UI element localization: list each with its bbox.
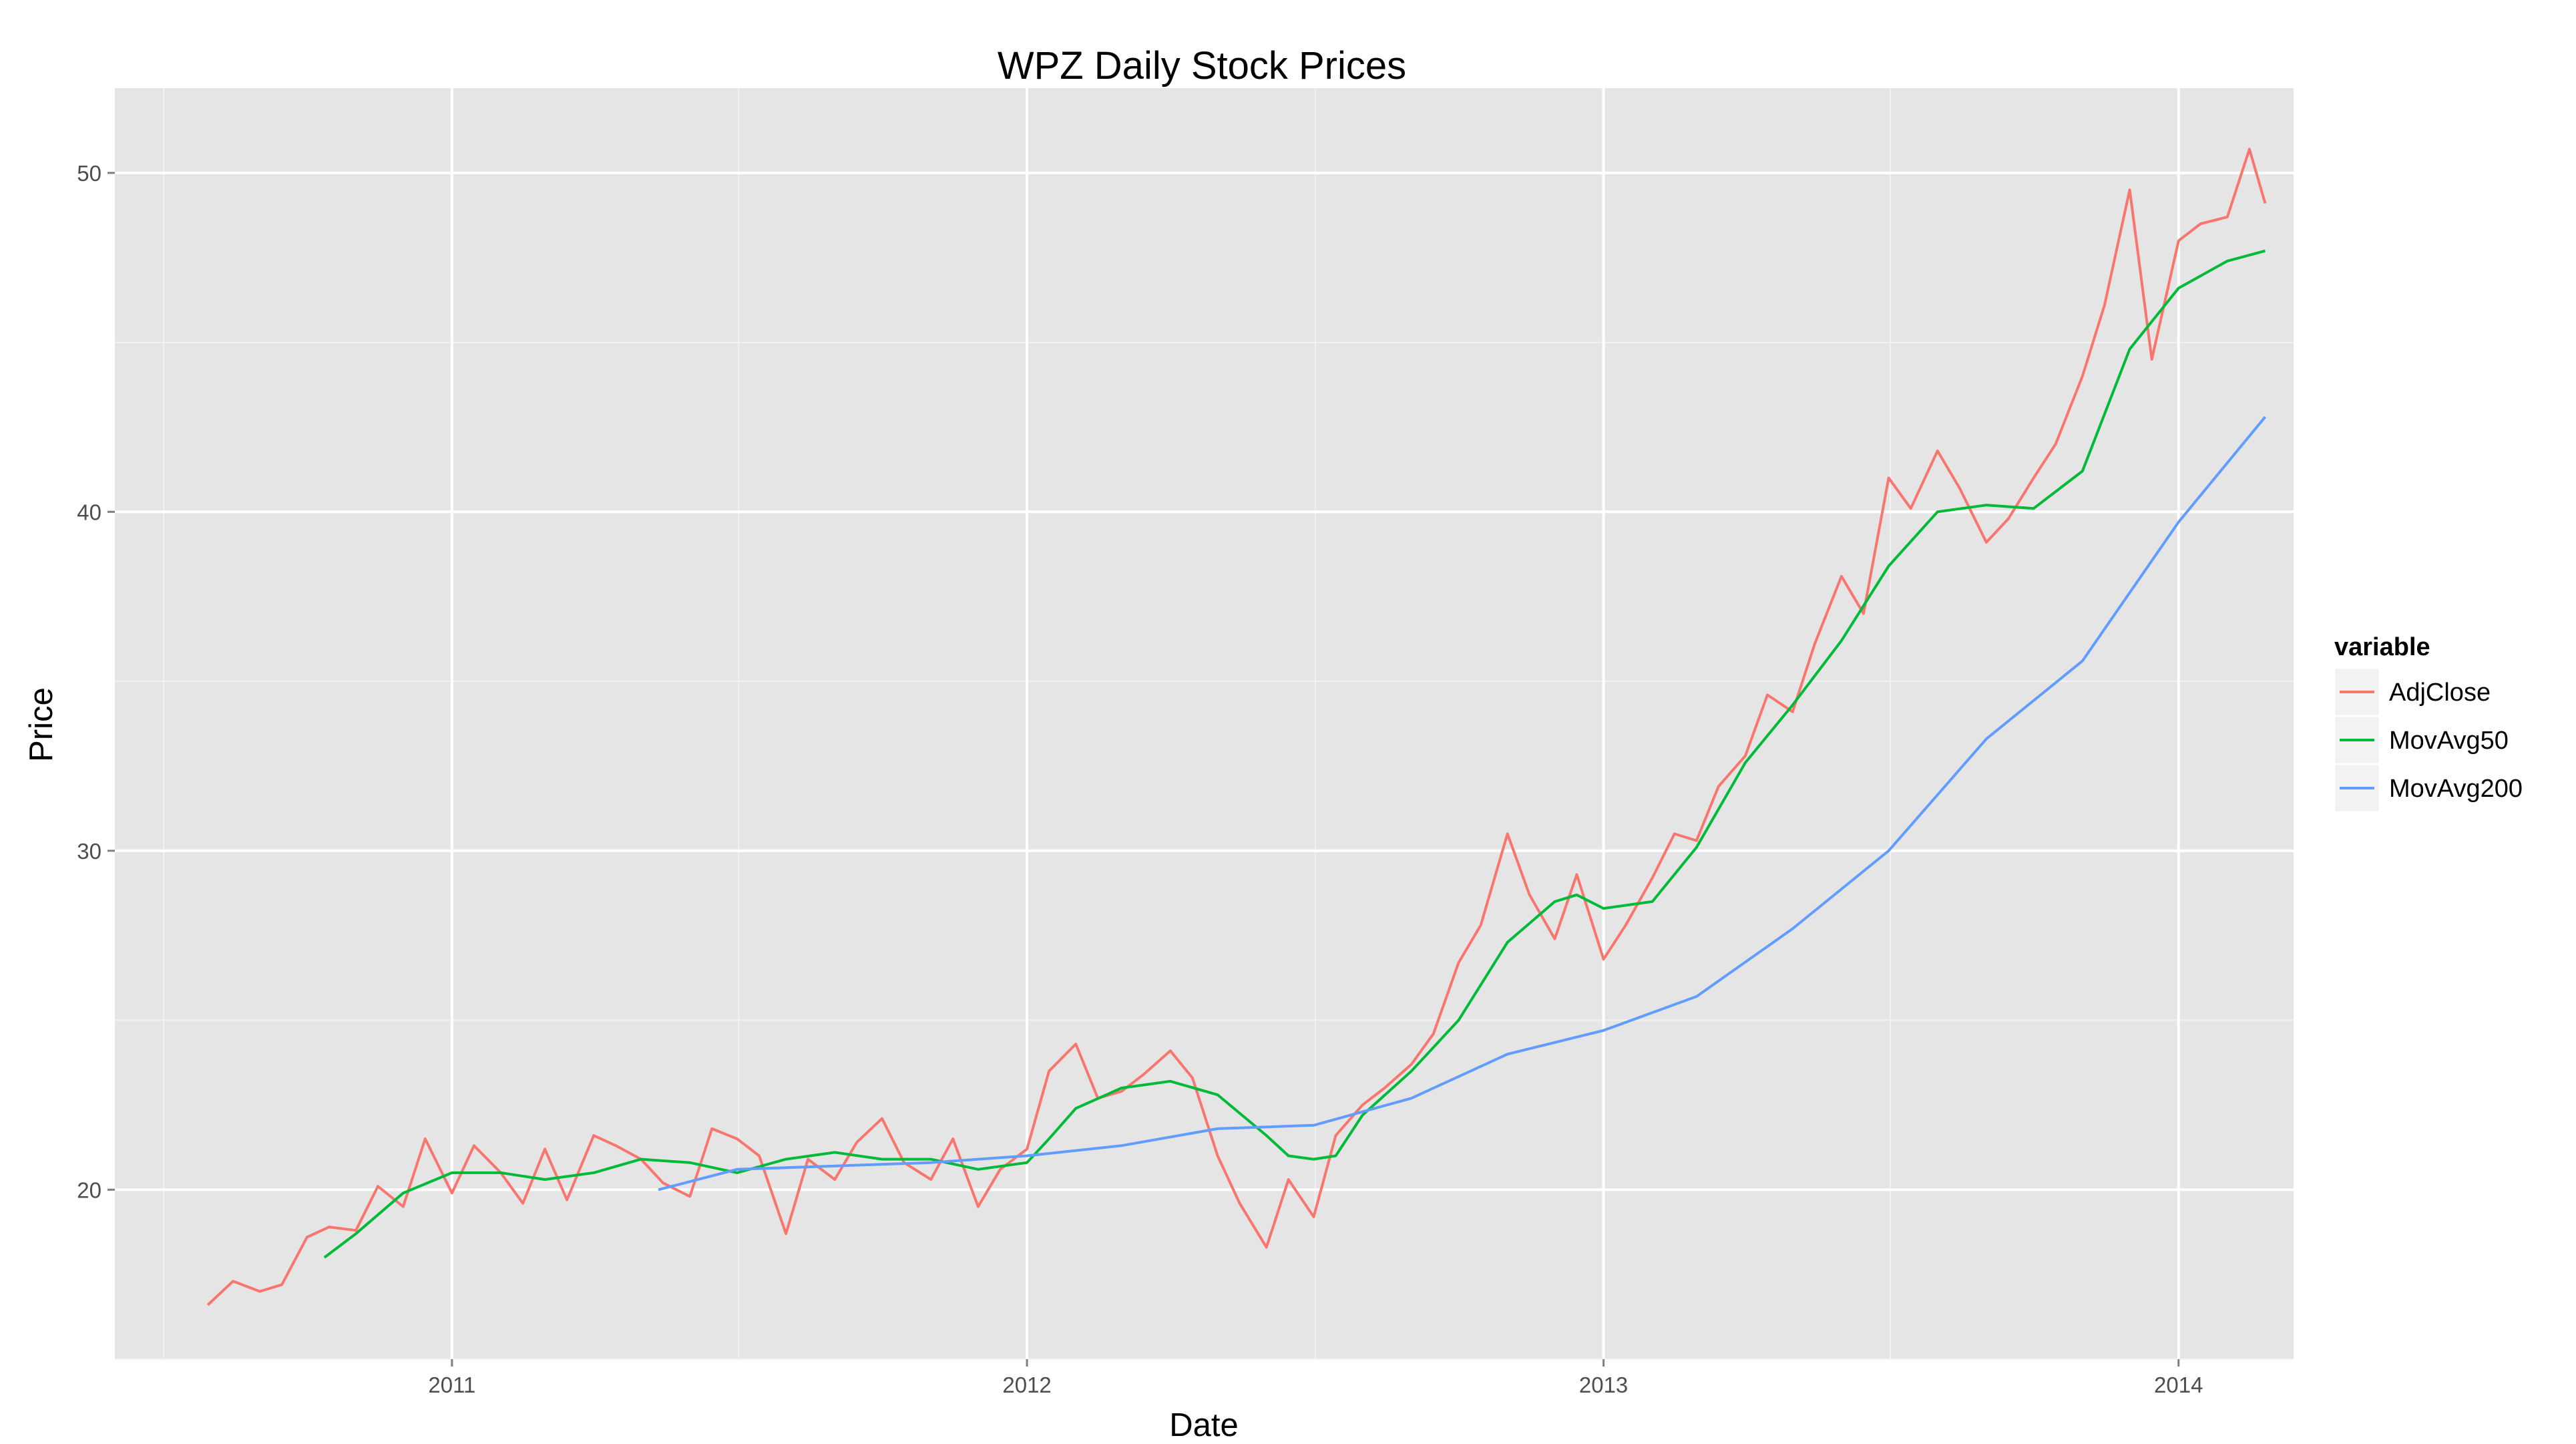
- x-tick-label: 2014: [2154, 1373, 2203, 1397]
- legend-title: variable: [2334, 633, 2430, 661]
- series-line-movavg50: [323, 249, 2266, 1259]
- y-axis-title: Price: [23, 687, 59, 762]
- x-axis-ticks: 2011 2012 2013 2014: [428, 1359, 2203, 1397]
- legend-label-movavg200: MovAvg200: [2389, 775, 2523, 803]
- legend-label-adjclose: AdjClose: [2389, 679, 2491, 707]
- x-tick-label: 2011: [428, 1373, 475, 1397]
- x-tick-label: 2013: [1579, 1373, 1628, 1397]
- y-tick-label: 40: [77, 500, 101, 524]
- legend-label-movavg50: MovAvg50: [2389, 727, 2509, 755]
- y-tick-label: 30: [77, 839, 101, 864]
- x-axis-title: Date: [1169, 1407, 1239, 1443]
- x-tick-label: 2012: [1002, 1373, 1051, 1397]
- y-tick-label: 20: [77, 1178, 101, 1202]
- series-line-movavg200: [658, 415, 2267, 1192]
- panel-background: [115, 88, 2294, 1359]
- chart-title: WPZ Daily Stock Prices: [998, 44, 1406, 87]
- series-lines: [206, 148, 2267, 1306]
- y-axis-ticks: 20 30 40 50: [77, 161, 115, 1202]
- legend: variable AdjClose MovAvg50 MovAvg200: [2333, 633, 2523, 814]
- grid-minor: [115, 88, 2294, 1360]
- y-tick-label: 50: [77, 161, 101, 186]
- series-line-adjclose: [206, 148, 2267, 1306]
